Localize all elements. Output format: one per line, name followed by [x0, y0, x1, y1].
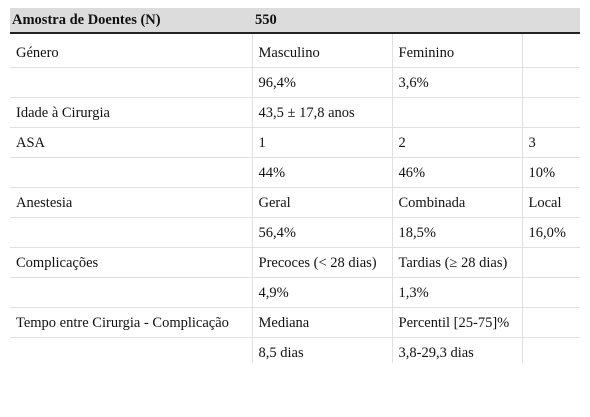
table-row: 56,4% 18,5% 16,0% — [10, 217, 580, 248]
row-label: Complicações — [10, 247, 253, 278]
table-header-row: Amostra de Doentes (N) 550 — [10, 8, 580, 34]
table-row: ASA 1 2 3 — [10, 127, 580, 158]
row-label — [10, 337, 253, 363]
table-cell: 56,4% — [251, 217, 393, 248]
table-cell: Feminino — [391, 32, 523, 68]
table-cell: 3,6% — [391, 67, 523, 98]
table-row: 8,5 dias 3,8-29,3 dias — [10, 337, 580, 363]
patient-characteristics-table: Amostra de Doentes (N) 550 Género Mascul… — [10, 8, 580, 363]
table-row: Tempo entre Cirurgia - Complicação Media… — [10, 307, 580, 338]
table-cell: 1,3% — [391, 277, 523, 308]
table-row: 96,4% 3,6% — [10, 67, 580, 98]
header-empty — [392, 8, 522, 34]
table-row: 44% 46% 10% — [10, 157, 580, 188]
table-cell — [521, 337, 580, 363]
table-cell — [521, 32, 580, 68]
table-cell: Tardias (≥ 28 dias) — [391, 247, 523, 278]
table-cell: 10% — [521, 157, 580, 188]
table-cell: 1 — [251, 127, 393, 158]
table-row: Complicações Precoces (< 28 dias) Tardia… — [10, 247, 580, 278]
table-cell: 18,5% — [391, 217, 523, 248]
row-label — [10, 217, 253, 248]
table-cell — [521, 247, 580, 278]
table-cell — [521, 277, 580, 308]
table-cell: 46% — [391, 157, 523, 188]
row-label: Género — [10, 32, 253, 68]
table-cell: 16,0% — [521, 217, 580, 248]
header-empty — [522, 8, 580, 34]
table-cell — [521, 67, 580, 98]
row-label: Idade à Cirurgia — [10, 97, 253, 128]
table-cell — [521, 97, 580, 128]
table-cell: 96,4% — [251, 67, 393, 98]
table-cell: Mediana — [251, 307, 393, 338]
table-cell: Local — [521, 187, 580, 218]
row-label — [10, 67, 253, 98]
table-row: 4,9% 1,3% — [10, 277, 580, 308]
header-label: Amostra de Doentes (N) — [10, 8, 252, 34]
header-value: 550 — [252, 8, 392, 34]
table-cell: 4,9% — [251, 277, 393, 308]
table-cell — [391, 97, 523, 128]
table-row: Género Masculino Feminino — [10, 32, 580, 68]
row-label — [10, 157, 253, 188]
table-row: Idade à Cirurgia 43,5 ± 17,8 anos — [10, 97, 580, 128]
table-cell: Precoces (< 28 dias) — [251, 247, 393, 278]
row-label: Tempo entre Cirurgia - Complicação — [10, 307, 253, 338]
row-label: ASA — [10, 127, 253, 158]
table-cell — [521, 307, 580, 338]
table-cell: 44% — [251, 157, 393, 188]
table-cell: Combinada — [391, 187, 523, 218]
table-row: Anestesia Geral Combinada Local — [10, 187, 580, 218]
row-label — [10, 277, 253, 308]
row-label: Anestesia — [10, 187, 253, 218]
table-cell: 3 — [521, 127, 580, 158]
table-cell: 8,5 dias — [251, 337, 393, 363]
table-cell: 43,5 ± 17,8 anos — [251, 97, 393, 128]
table-cell: Masculino — [251, 32, 393, 68]
table-cell: Percentil [25-75]% — [391, 307, 523, 338]
table-cell: Geral — [251, 187, 393, 218]
table-cell: 3,8-29,3 dias — [391, 337, 523, 363]
table-cell: 2 — [391, 127, 523, 158]
